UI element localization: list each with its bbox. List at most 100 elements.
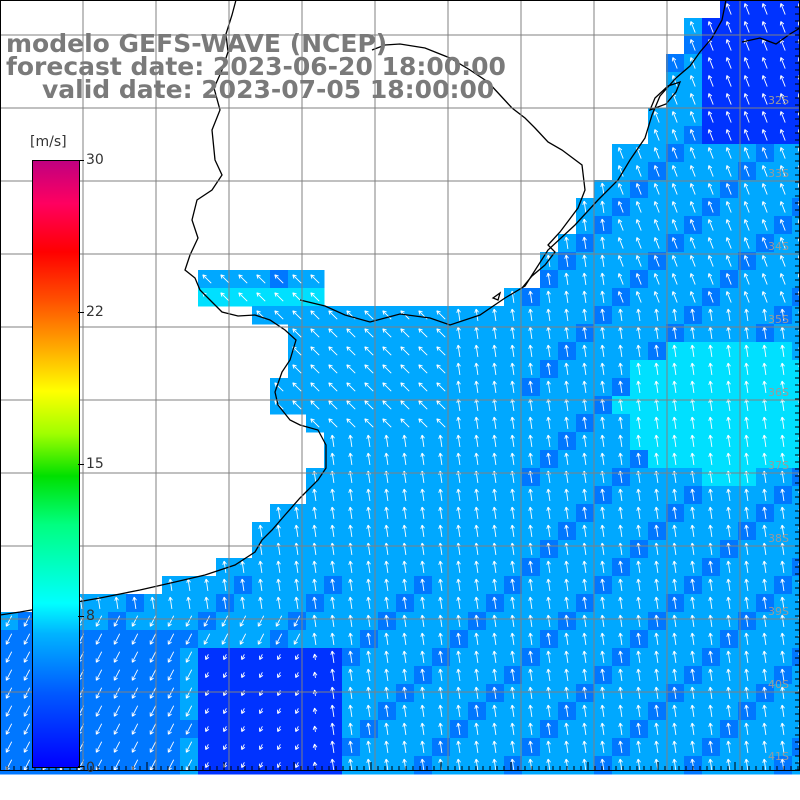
wave-arrow xyxy=(131,633,139,645)
wave-arrow xyxy=(600,506,605,520)
wave-arrow xyxy=(582,614,587,628)
wave-arrow xyxy=(436,400,446,410)
wave-arrow xyxy=(582,362,587,376)
wave-arrow xyxy=(654,434,659,448)
wave-arrow xyxy=(743,3,750,15)
wave-arrow xyxy=(600,596,605,610)
wave-arrow xyxy=(528,362,533,376)
wave-arrow xyxy=(277,744,282,751)
wave-arrow xyxy=(546,362,551,376)
wave-arrow xyxy=(348,488,353,502)
wave-arrow xyxy=(708,758,713,772)
wave-field-cell xyxy=(792,324,800,343)
wave-arrow xyxy=(617,219,624,231)
wave-arrow xyxy=(348,758,353,772)
wave-arrow xyxy=(312,743,318,751)
wave-arrow xyxy=(492,632,497,646)
wave-arrow xyxy=(420,686,425,700)
wave-arrow xyxy=(346,346,356,356)
wave-arrow xyxy=(456,758,461,772)
wave-arrow xyxy=(617,183,624,195)
wave-arrow xyxy=(690,596,695,610)
wave-arrow xyxy=(510,650,515,664)
wave-arrow xyxy=(689,201,696,213)
wave-arrow xyxy=(239,615,247,627)
wave-arrow xyxy=(438,632,443,646)
wave-arrow xyxy=(726,488,731,502)
wave-arrow xyxy=(366,686,371,700)
wave-arrow xyxy=(564,272,569,286)
wave-arrow xyxy=(671,183,678,195)
wave-arrow xyxy=(761,255,768,267)
wave-arrow xyxy=(167,615,175,627)
wave-arrow xyxy=(276,578,281,592)
wave-arrow xyxy=(654,722,659,736)
wave-arrow xyxy=(744,668,749,682)
wave-arrow xyxy=(564,596,569,610)
wave-arrow xyxy=(546,650,551,664)
wave-arrow xyxy=(277,672,282,679)
wave-arrow xyxy=(582,704,587,718)
wave-arrow xyxy=(528,614,533,628)
wave-arrow xyxy=(131,669,139,681)
wave-arrow xyxy=(636,344,641,358)
wave-arrow xyxy=(654,614,659,628)
wave-arrow xyxy=(672,362,677,376)
wave-arrow xyxy=(5,615,13,627)
wave-arrow xyxy=(600,434,605,448)
wave-arrow xyxy=(510,596,515,610)
wave-arrow xyxy=(636,380,641,394)
wave-arrow xyxy=(400,382,410,392)
model-title: modelo GEFS-WAVE (NCEP) xyxy=(6,29,388,58)
wave-arrow xyxy=(564,632,569,646)
wave-field-layer xyxy=(0,0,800,775)
wave-arrow xyxy=(690,560,695,574)
wave-arrow xyxy=(418,328,428,338)
wave-arrow xyxy=(293,615,301,627)
wave-field-cell xyxy=(792,612,800,631)
wave-arrow xyxy=(474,362,479,376)
wave-arrow xyxy=(708,560,713,574)
wave-arrow xyxy=(600,524,605,538)
wave-arrow xyxy=(346,418,356,428)
wave-arrow xyxy=(636,488,641,502)
wave-arrow xyxy=(689,219,696,231)
wave-arrow xyxy=(744,416,749,430)
wave-arrow xyxy=(635,237,642,249)
wave-arrow xyxy=(690,758,695,772)
wave-arrow xyxy=(671,129,678,141)
wave-arrow xyxy=(582,290,587,304)
wave-arrow xyxy=(582,254,587,268)
wave-arrow xyxy=(168,578,173,592)
wave-arrow xyxy=(292,382,302,392)
wave-arrow xyxy=(762,434,767,448)
wave-arrow xyxy=(292,328,302,338)
wave-arrow xyxy=(725,237,732,249)
wave-arrow xyxy=(779,147,786,159)
wave-arrow xyxy=(132,596,137,610)
wave-arrow xyxy=(743,129,750,141)
wave-arrow xyxy=(672,326,677,340)
latitude-label: 35S xyxy=(768,313,789,326)
wave-arrow xyxy=(564,686,569,700)
wave-arrow xyxy=(744,380,749,394)
wave-arrow xyxy=(780,596,785,610)
wave-arrow xyxy=(671,57,678,69)
wave-arrow xyxy=(510,380,515,394)
wave-arrow xyxy=(330,686,335,700)
wave-arrow xyxy=(600,632,605,646)
wave-arrow xyxy=(330,434,335,448)
wave-arrow xyxy=(617,255,624,267)
wave-arrow xyxy=(618,614,623,628)
wave-arrow xyxy=(492,524,497,538)
wave-arrow xyxy=(5,633,13,645)
wave-arrow xyxy=(600,650,605,664)
wave-arrow xyxy=(257,615,265,627)
wave-arrow xyxy=(762,668,767,682)
wave-arrow xyxy=(420,452,425,466)
wave-arrow xyxy=(312,653,318,661)
wave-arrow xyxy=(671,147,678,159)
wave-arrow xyxy=(364,382,374,392)
wave-arrow xyxy=(654,380,659,394)
wave-arrow xyxy=(744,704,749,718)
